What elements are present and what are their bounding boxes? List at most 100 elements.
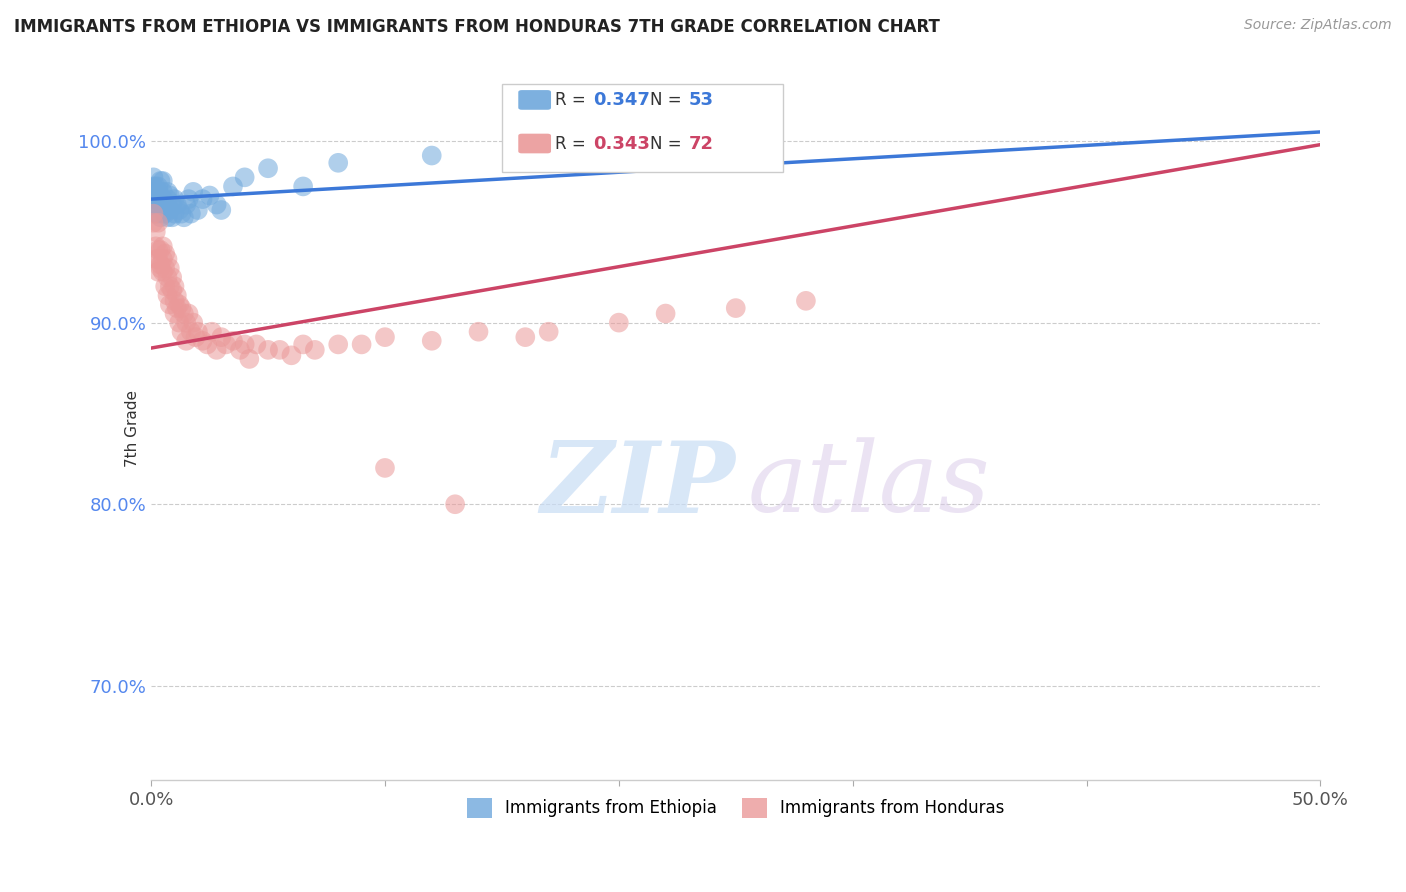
Point	[153, 261, 176, 276]
Point	[160, 270, 183, 285]
Point	[174, 334, 197, 348]
Point	[209, 330, 232, 344]
Point	[159, 202, 181, 217]
Point	[173, 211, 195, 225]
Text: R =: R =	[554, 91, 591, 109]
Point	[215, 337, 238, 351]
Point	[187, 202, 209, 217]
Point	[177, 307, 200, 321]
Point	[146, 207, 169, 221]
Point	[159, 261, 181, 276]
Point	[191, 334, 214, 348]
Point	[152, 239, 174, 253]
Point	[160, 211, 183, 225]
Point	[180, 207, 202, 221]
Point	[142, 179, 165, 194]
Point	[181, 185, 204, 199]
Point	[149, 211, 172, 225]
Text: 53: 53	[689, 91, 714, 109]
Point	[180, 325, 202, 339]
Point	[191, 192, 214, 206]
Point	[166, 301, 188, 315]
Point	[257, 343, 280, 357]
Text: atlas: atlas	[748, 437, 990, 533]
Point	[145, 207, 167, 221]
Point	[187, 325, 209, 339]
Point	[152, 185, 174, 199]
Point	[280, 348, 302, 362]
Point	[167, 316, 190, 330]
Point	[149, 243, 172, 257]
Point	[177, 192, 200, 206]
Point	[146, 252, 169, 266]
Point	[238, 351, 260, 366]
Point	[167, 297, 190, 311]
Point	[152, 252, 174, 266]
Point	[152, 265, 174, 279]
Point	[166, 197, 188, 211]
Point	[159, 297, 181, 311]
Point	[153, 197, 176, 211]
Point	[257, 161, 280, 176]
Point	[607, 316, 630, 330]
Point	[145, 239, 167, 253]
Point	[166, 288, 188, 302]
Point	[163, 192, 186, 206]
Point	[374, 461, 396, 475]
Point	[515, 156, 537, 170]
Point	[146, 265, 169, 279]
Point	[156, 211, 179, 225]
Text: ZIP: ZIP	[541, 437, 735, 533]
Point	[152, 207, 174, 221]
Point	[195, 337, 218, 351]
Text: IMMIGRANTS FROM ETHIOPIA VS IMMIGRANTS FROM HONDURAS 7TH GRADE CORRELATION CHART: IMMIGRANTS FROM ETHIOPIA VS IMMIGRANTS F…	[14, 18, 941, 36]
Point	[163, 279, 186, 293]
Point	[160, 197, 183, 211]
Point	[678, 143, 700, 157]
Point	[467, 325, 489, 339]
Text: R =: R =	[554, 135, 591, 153]
Point	[153, 207, 176, 221]
Point	[145, 197, 167, 211]
Point	[160, 283, 183, 297]
Point	[209, 202, 232, 217]
Point	[149, 261, 172, 276]
Point	[724, 301, 747, 315]
Point	[145, 192, 167, 206]
Point	[149, 202, 172, 217]
Point	[222, 334, 245, 348]
Point	[205, 343, 228, 357]
Point	[146, 192, 169, 206]
Point	[149, 188, 172, 202]
Point	[537, 325, 560, 339]
Point	[173, 307, 195, 321]
Point	[146, 243, 169, 257]
Point	[142, 216, 165, 230]
Point	[420, 334, 443, 348]
Point	[328, 337, 350, 351]
Point	[174, 316, 197, 330]
Point	[145, 225, 167, 239]
Point	[142, 192, 165, 206]
Text: 0.347: 0.347	[593, 91, 650, 109]
Y-axis label: 7th Grade: 7th Grade	[125, 391, 141, 467]
Point	[233, 337, 256, 351]
Point	[167, 202, 190, 217]
Point	[444, 497, 467, 511]
Point	[149, 258, 172, 272]
Point	[233, 170, 256, 185]
Point	[156, 185, 179, 199]
Point	[146, 179, 169, 194]
Point	[170, 301, 193, 315]
Point	[350, 337, 373, 351]
Point	[229, 343, 252, 357]
Point	[145, 188, 167, 202]
Point	[152, 174, 174, 188]
Point	[304, 343, 326, 357]
Point	[292, 179, 315, 194]
Point	[156, 192, 179, 206]
Point	[170, 207, 193, 221]
Point	[146, 185, 169, 199]
Point	[328, 156, 350, 170]
Point	[245, 337, 267, 351]
